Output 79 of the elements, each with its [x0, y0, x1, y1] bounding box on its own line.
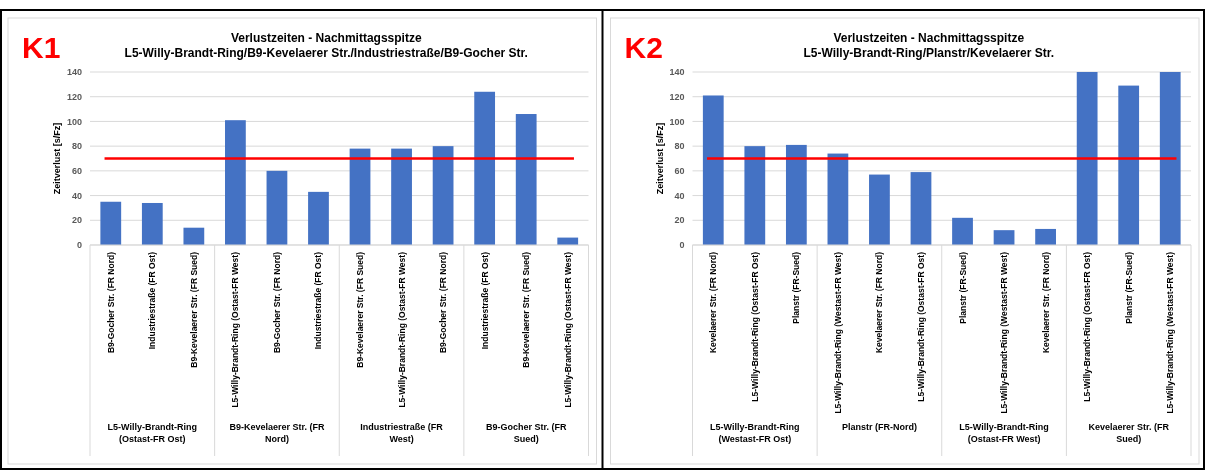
x-tick-label: B9-Gocher Str. (FR Nord)	[438, 251, 449, 354]
y-axis-title: Zeitverlust [s/Fz]	[654, 122, 665, 195]
x-tick-label: B9-Kevelaerer Str. (FR Sued)	[355, 251, 365, 368]
x-tick-label: Planstr (FR-Sued)	[1123, 251, 1134, 324]
bar	[1035, 228, 1056, 245]
bar	[1076, 72, 1098, 245]
chart-subtitle: L5-Willy-Brandt-Ring/Planstr/Kevelaerer Str.	[803, 46, 1055, 60]
bar	[785, 144, 807, 245]
y-tick-label: 40	[71, 190, 82, 201]
x-tick-label: L5-Willy-Brandt-Ring (Westast-FR West)	[1165, 251, 1176, 414]
chart-subtitle: L5-Willy-Brandt-Ring/B9-Kevelaerer Str./Industriestraße/B9-Gocher Str.	[124, 46, 528, 60]
bar	[1118, 85, 1140, 245]
bar	[869, 174, 890, 245]
x-tick-label: L5-Willy-Brandt-Ring (Ostast-FR Ost)	[749, 251, 760, 402]
x-tick-label: Kevelaerer Str. (FR Nord)	[708, 251, 719, 354]
bar	[432, 146, 454, 245]
x-tick-label: B9-Kevelaerer Str. (FR Sued)	[188, 251, 199, 368]
y-tick-label: 80	[71, 141, 82, 152]
text: L5-Willy-Brandt-Ring (Westast-FR Ost)	[710, 422, 800, 444]
x-tick-label: L5-Willy-Brandt-Ring (Ostast-FR Ost)	[1082, 251, 1093, 402]
y-tick-label: 0	[679, 240, 685, 251]
bar	[391, 148, 412, 245]
x-tick-label: L5-Willy-Brandt-Ring (Ostast-FR West)	[562, 251, 573, 408]
x-tick-label: Kevelaerer Str. (FR Nord)	[1040, 251, 1051, 354]
text: Industriestraße (FR West)	[360, 422, 444, 444]
x-tick-label: B9-Gocher Str. (FR Nord)	[105, 251, 116, 354]
y-tick-label: 120	[66, 91, 82, 102]
y-axis-title: Zeitverlust [s/Fz]	[52, 122, 62, 195]
x-tick-label: Kevelaerer Str. (FR Nord)	[874, 251, 885, 354]
y-tick-label: 100	[669, 116, 685, 127]
bar	[225, 120, 246, 245]
y-tick-label: 80	[674, 141, 685, 152]
text: Planstr (FR-Nord)	[841, 422, 917, 432]
bar	[702, 95, 724, 245]
text: L5-Willy-Brandt-Ring (Ostast-FR Ost)	[107, 422, 198, 444]
bar	[349, 148, 371, 245]
bar	[993, 230, 1015, 245]
y-tick-label: 60	[674, 166, 685, 177]
bar	[827, 153, 849, 245]
y-tick-label: 20	[674, 215, 685, 226]
bar	[266, 170, 288, 245]
bar	[308, 191, 329, 245]
y-tick-label: 120	[669, 91, 685, 102]
x-tick-label: Industriestraße (FR Ost)	[313, 251, 324, 350]
bar	[141, 202, 163, 245]
chart-title: Verlustzeiten - Nachmittagsspitze	[833, 31, 1025, 45]
bar	[183, 227, 205, 245]
x-tick-label: L5-Willy-Brandt-Ring (Ostast-FR West)	[396, 251, 407, 408]
x-tick-label: L5-Willy-Brandt-Ring (Westast-FR West)	[832, 251, 843, 414]
chart-title: Verlustzeiten - Nachmittagsspitze	[230, 31, 422, 45]
x-tick-label: Industriestraße (FR Ost)	[147, 251, 158, 350]
x-tick-label: Planstr (FR-Sued)	[791, 251, 802, 324]
text: K2	[624, 31, 663, 64]
y-tick-label: 40	[674, 190, 685, 201]
bar	[515, 114, 537, 245]
x-tick-label: Planstr (FR-Sued)	[957, 251, 968, 324]
y-tick-label: 140	[669, 67, 685, 78]
text: Kevelaerer Str. (FR Sued)	[1088, 422, 1170, 444]
bar	[1159, 72, 1181, 245]
x-tick-label: B9-Kevelaerer Str. (FR Sued)	[521, 251, 532, 368]
text: L5-Willy-Brandt-Ring (Ostast-FR West)	[959, 422, 1049, 444]
y-tick-label: 140	[66, 67, 82, 78]
text: B9-Gocher Str. (FR Sued)	[485, 422, 567, 444]
x-tick-label: L5-Willy-Brandt-Ring (Ostast-FR West)	[230, 251, 241, 408]
x-tick-label: L5-Willy-Brandt-Ring (Ostast-FR Ost)	[915, 251, 926, 402]
y-tick-label: 100	[66, 116, 82, 127]
y-tick-label: 60	[71, 166, 82, 177]
bar	[474, 91, 496, 245]
bar	[910, 172, 932, 245]
y-tick-label: 0	[76, 240, 82, 251]
text: B9-Kevelaerer Str. (FR Nord)	[229, 422, 325, 444]
bar	[952, 217, 973, 245]
x-tick-label: B9-Gocher Str. (FR Nord)	[271, 251, 282, 354]
bar	[744, 146, 766, 245]
bar	[100, 201, 122, 245]
x-tick-label: L5-Willy-Brandt-Ring (Westast-FR West)	[999, 251, 1010, 414]
x-tick-label: Industriestraße (FR Ost)	[479, 251, 490, 350]
y-tick-label: 20	[71, 215, 82, 226]
text: K1	[22, 31, 61, 64]
